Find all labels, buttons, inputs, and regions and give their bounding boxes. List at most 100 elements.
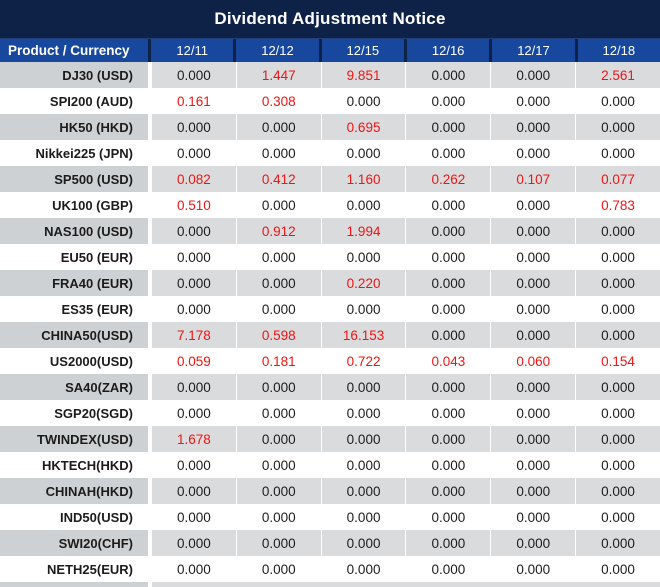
table-row: HKTECH(HKD) 0.000 0.000 0.000 0.000 0.000 0.00…: [0, 452, 660, 478]
value-cell: 0.000: [490, 322, 576, 348]
product-cell: NAS100 (USD): [0, 218, 148, 244]
value-cell: 0.912: [235, 218, 321, 244]
value-cell: 0.000: [148, 478, 236, 504]
value-cell: 9.851: [320, 62, 406, 88]
value-cell: 0.262: [405, 166, 491, 192]
value-cell: 0.000: [575, 322, 660, 348]
product-cell: CHINAH(HKD): [0, 478, 148, 504]
value-cell: 0.000: [320, 504, 406, 530]
value-cell: 0.000: [490, 426, 576, 452]
value-cell: 0.000: [405, 452, 491, 478]
value-cell: 0.000: [405, 400, 491, 426]
table-body: DJ30 (USD) 0.000 1.447 9.851 0.000 0.000 2.561…: [0, 62, 660, 582]
value-cell: 0.000: [405, 140, 491, 166]
value-cell: 0.000: [235, 504, 321, 530]
table-row: HK50 (HKD) 0.000 0.000 0.695 0.000 0.000 0.000: [0, 114, 660, 140]
value-cell: 0.000: [235, 192, 321, 218]
table-row: US2000(USD) 0.059 0.181 0.722 0.043 0.060 0.15…: [0, 348, 660, 374]
value-cell: 0.000: [235, 452, 321, 478]
value-cell: 0.695: [320, 114, 406, 140]
value-cell: 0.000: [405, 296, 491, 322]
value-cell: 0.000: [405, 88, 491, 114]
value-cell: 0.000: [405, 218, 491, 244]
product-currency-header-label: Product / Currency: [8, 43, 130, 58]
value-cell: 0.000: [575, 244, 660, 270]
product-cell: SA40(ZAR): [0, 374, 148, 400]
value-cell: 0.000: [320, 88, 406, 114]
product-cell: FRA40 (EUR): [0, 270, 148, 296]
value-cell: 0.000: [320, 140, 406, 166]
value-cell: 0.220: [320, 270, 406, 296]
value-cell: 0.000: [490, 530, 576, 556]
value-cell: 0.000: [490, 374, 576, 400]
value-cell: 0.000: [320, 478, 406, 504]
value-cell: 0.000: [490, 140, 576, 166]
value-cell: 0.000: [405, 62, 491, 88]
product-cell: ES35 (EUR): [0, 296, 148, 322]
value-cell: 0.082: [148, 166, 236, 192]
value-cell: 0.000: [490, 62, 576, 88]
value-cell: 0.000: [148, 374, 236, 400]
product-cell: SWI20(CHF): [0, 530, 148, 556]
value-cell: 0.000: [320, 192, 406, 218]
value-cell: 0.000: [490, 192, 576, 218]
value-cell: 0.107: [490, 166, 576, 192]
value-cell: 0.000: [148, 62, 236, 88]
product-cell: Nikkei225 (JPN): [0, 140, 148, 166]
value-cell: 0.000: [405, 374, 491, 400]
value-cell: 0.000: [320, 296, 406, 322]
table-row: SPI200 (AUD) 0.161 0.308 0.000 0.000 0.000 0.0…: [0, 88, 660, 114]
value-cell: 0.000: [405, 244, 491, 270]
value-cell: 1.447: [235, 62, 321, 88]
value-cell: 0.000: [320, 530, 406, 556]
value-cell: 0.000: [320, 452, 406, 478]
value-cell: 0.000: [235, 140, 321, 166]
value-cell: 0.000: [490, 114, 576, 140]
value-cell: 0.043: [405, 348, 491, 374]
product-cell: SPI200 (AUD): [0, 88, 148, 114]
product-cell: TWINDEX(USD): [0, 426, 148, 452]
value-cell: 0.000: [490, 478, 576, 504]
value-cell: 0.000: [320, 556, 406, 582]
table-row: IND50(USD) 0.000 0.000 0.000 0.000 0.000 0.000: [0, 504, 660, 530]
product-cell: DJ30 (USD): [0, 62, 148, 88]
value-cell: 0.000: [575, 530, 660, 556]
value-cell: 0.000: [235, 556, 321, 582]
date-header-cell: 12/11: [148, 39, 233, 62]
value-cell: 0.308: [235, 88, 321, 114]
table-row: CHINA50(USD) 7.178 0.598 16.153 0.000 0.000 0.…: [0, 322, 660, 348]
value-cell: 0.000: [235, 374, 321, 400]
value-cell: 0.154: [575, 348, 660, 374]
value-cell: 0.000: [235, 114, 321, 140]
product-cell: IND50(USD): [0, 504, 148, 530]
value-cell: 0.000: [575, 88, 660, 114]
value-cell: 0.000: [575, 556, 660, 582]
value-cell: 0.077: [575, 166, 660, 192]
value-cell: 0.059: [148, 348, 236, 374]
value-cell: 0.181: [235, 348, 321, 374]
value-cell: 0.000: [575, 452, 660, 478]
value-cell: 0.000: [148, 400, 236, 426]
date-header-cell: 12/16: [403, 39, 489, 62]
value-cell: 0.000: [405, 530, 491, 556]
table-row: CHINAH(HKD) 0.000 0.000 0.000 0.000 0.000 0.00…: [0, 478, 660, 504]
value-cell: 0.000: [235, 270, 321, 296]
value-cell: 0.000: [235, 400, 321, 426]
table-row: SGP20(SGD) 0.000 0.000 0.000 0.000 0.000 0.000: [0, 400, 660, 426]
value-cell: 0.000: [320, 400, 406, 426]
product-cell: HK50 (HKD): [0, 114, 148, 140]
value-cell: 0.000: [490, 556, 576, 582]
table-row: Nikkei225 (JPN) 0.000 0.000 0.000 0.000 0.000…: [0, 140, 660, 166]
product-cell: EU50 (EUR): [0, 244, 148, 270]
value-cell: 0.000: [235, 530, 321, 556]
table-header-row: Product / Currency 12/11 12/12 12/15 12/16 1…: [0, 38, 660, 62]
value-cell: 0.000: [405, 114, 491, 140]
value-cell: 0.783: [575, 192, 660, 218]
table-row: TWINDEX(USD) 1.678 0.000 0.000 0.000 0.000 0.0…: [0, 426, 660, 452]
value-cell: 0.000: [148, 504, 236, 530]
value-cell: 0.598: [235, 322, 321, 348]
table-row: SWI20(CHF) 0.000 0.000 0.000 0.000 0.000 0.000: [0, 530, 660, 556]
value-cell: 0.000: [575, 114, 660, 140]
product-cell: NETH25(EUR): [0, 556, 148, 582]
table-row: UK100 (GBP) 0.510 0.000 0.000 0.000 0.000 0.78…: [0, 192, 660, 218]
